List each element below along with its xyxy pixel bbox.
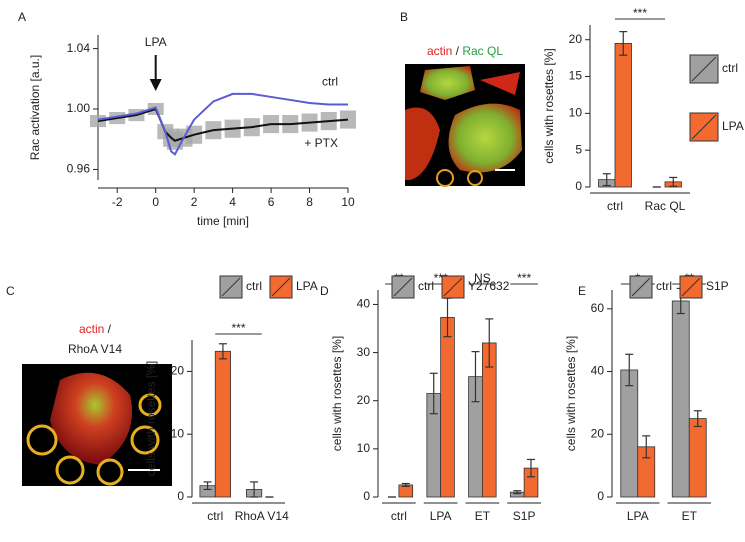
panel-label: C [6, 284, 15, 298]
panel-label: B [400, 10, 408, 24]
significance-label: *** [231, 321, 245, 335]
caption-part: actin [427, 44, 452, 58]
significance-label: NS [474, 271, 491, 285]
legend-swatch-slash [681, 277, 701, 297]
y-axis-label: cells with rosettes [%] [564, 336, 578, 451]
x-tick-label: 2 [191, 195, 198, 209]
legend-label: ctrl [656, 279, 672, 293]
significance-label: *** [517, 271, 531, 285]
legend-swatch-slash [691, 56, 717, 82]
y-axis-label: cells with rosettes [%] [330, 336, 344, 451]
legend-label: S1P [706, 279, 729, 293]
bar [214, 350, 231, 498]
legend-swatch-slash [221, 277, 241, 297]
y-tick-label: 40 [591, 364, 605, 378]
image-caption: actin / [79, 322, 112, 336]
y-tick-label: 1.00 [67, 101, 91, 115]
legend-swatch-slash [271, 277, 291, 297]
x-tick-label: RhoA V14 [235, 509, 289, 523]
x-tick-label: 8 [306, 195, 313, 209]
y-tick-label: 20 [591, 426, 605, 440]
x-tick-label: ctrl [391, 509, 407, 523]
y-tick-label: 20 [357, 393, 371, 407]
x-tick-label: ET [475, 509, 491, 523]
bar [671, 300, 690, 498]
significance-label: *** [633, 6, 647, 20]
x-tick-label: -2 [112, 195, 123, 209]
x-tick-label: Rac QL [645, 199, 686, 213]
annotation: LPA [145, 35, 167, 49]
series-label: ctrl [322, 75, 338, 89]
x-tick-label: ET [682, 509, 698, 523]
bar [688, 418, 707, 498]
y-tick-label: 10 [357, 441, 371, 455]
y-tick-label: 1.04 [67, 41, 91, 55]
x-tick-label: 6 [268, 195, 275, 209]
legend-swatch-slash [393, 277, 413, 297]
panel-label: D [320, 284, 329, 298]
y-tick-label: 0 [575, 179, 582, 193]
y-tick-label: 5 [575, 142, 582, 156]
y-tick-label: 0 [177, 489, 184, 503]
y-tick-label: 15 [569, 69, 583, 83]
bar [614, 43, 632, 188]
legend-label: ctrl [418, 279, 434, 293]
micrograph [405, 64, 525, 187]
bar [440, 317, 455, 498]
y-tick-label: 40 [357, 297, 371, 311]
y-tick-label: 10 [569, 106, 583, 120]
legend-label: LPA [296, 279, 318, 293]
y-tick-label: 0 [363, 489, 370, 503]
y-axis-label: cells with rosettes [%] [542, 48, 556, 163]
x-axis-label: time [min] [197, 214, 249, 228]
legend-swatch-slash [631, 277, 651, 297]
y-tick-label: 20 [569, 32, 583, 46]
x-tick-label: ctrl [607, 199, 623, 213]
y-tick-label: 60 [591, 301, 605, 315]
y-axis-label: cells with rosettes [%] [144, 361, 158, 476]
legend-swatch-slash [443, 277, 463, 297]
data-line [97, 107, 349, 142]
y-tick-label: 20 [171, 364, 185, 378]
x-tick-label: LPA [627, 509, 649, 523]
annotation-arrowhead [149, 79, 162, 91]
y-tick-label: 10 [171, 426, 185, 440]
x-tick-label: 4 [229, 195, 236, 209]
data-line [97, 92, 348, 156]
caption-part: Rac QL [462, 44, 503, 58]
x-tick-label: 10 [341, 195, 355, 209]
legend-label: ctrl [722, 61, 738, 75]
x-tick-label: ctrl [207, 509, 223, 523]
legend-swatch-slash [691, 114, 717, 140]
x-tick-label: 0 [152, 195, 159, 209]
y-tick-label: 30 [357, 345, 371, 359]
panel-label: E [578, 284, 586, 298]
series-label: + PTX [304, 136, 338, 150]
legend-label: LPA [722, 119, 744, 133]
legend-label: Y27632 [468, 279, 510, 293]
micrograph [22, 364, 172, 486]
bar [620, 369, 639, 498]
caption-part: actin [79, 322, 104, 336]
y-axis-label: Rac activation [a.u.] [28, 55, 42, 160]
y-tick-label: 0.96 [67, 162, 91, 176]
caption-part: / [452, 44, 462, 58]
x-tick-label: S1P [513, 509, 536, 523]
image-caption: RhoA V14 [68, 342, 122, 356]
x-tick-label: LPA [430, 509, 452, 523]
legend-label: ctrl [246, 279, 262, 293]
panel-label: A [18, 10, 26, 24]
caption-part: / [104, 322, 111, 336]
y-tick-label: 0 [597, 489, 604, 503]
image-caption: actin / Rac QL [427, 44, 503, 58]
